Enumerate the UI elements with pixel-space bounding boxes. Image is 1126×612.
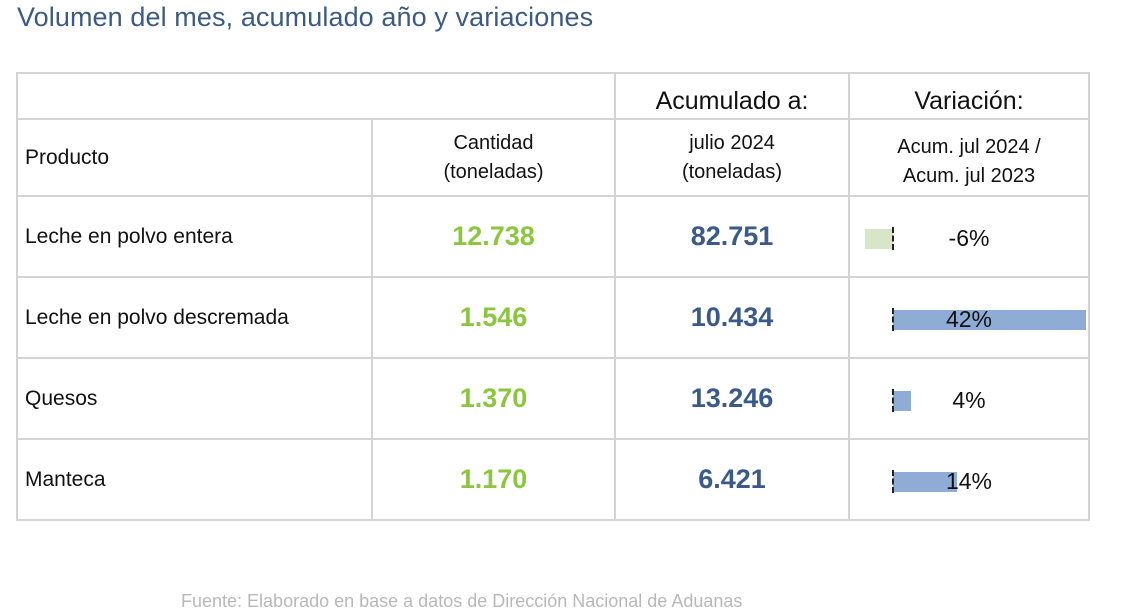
variation-label: 4% <box>952 387 986 413</box>
quantity-value: 1.170 <box>371 438 616 521</box>
variation-axis <box>892 389 896 412</box>
variation-axis <box>892 308 896 331</box>
variation-bar <box>865 229 893 249</box>
header-variation: Acum. jul 2024 / Acum. jul 2023 <box>848 118 1090 197</box>
header-row-bottom: Producto Cantidad (toneladas) julio 2024… <box>16 118 1090 197</box>
variation-axis <box>892 227 896 250</box>
product-name: Manteca <box>16 438 373 521</box>
variation-cell: 4% <box>848 357 1090 440</box>
table-row: Leche en polvo descremada 1.546 10.434 4… <box>16 276 1090 359</box>
quantity-value: 1.546 <box>371 276 616 359</box>
variation-bar <box>893 391 912 411</box>
product-name: Leche en polvo entera <box>16 195 373 278</box>
variation-axis <box>892 470 896 493</box>
header-product: Producto <box>16 118 373 197</box>
variation-cell: 42% <box>848 276 1090 359</box>
header-variation-line2: Acum. jul 2023 <box>902 164 1036 187</box>
variation-bar <box>893 310 1087 330</box>
header-quantity-line2: (toneladas) <box>443 160 544 183</box>
variation-label: 42% <box>945 306 993 332</box>
header-accumulated-title: Acumulado a: <box>614 72 850 120</box>
header-blank-cell <box>16 72 616 120</box>
quantity-value: 12.738 <box>371 195 616 278</box>
header-quantity: Cantidad (toneladas) <box>371 118 616 197</box>
table-row: Leche en polvo entera 12.738 82.751 -6% <box>16 195 1090 278</box>
header-accumulated-line1: julio 2024 <box>689 131 775 154</box>
accumulated-value: 6.421 <box>614 438 850 521</box>
header-quantity-line1: Cantidad <box>453 131 534 154</box>
variation-cell: -6% <box>848 195 1090 278</box>
accumulated-value: 82.751 <box>614 195 850 278</box>
volume-table: Acumulado a: Variación: Producto Cantida… <box>16 72 1090 521</box>
header-variation-title: Variación: <box>848 72 1090 120</box>
variation-cell: 14% <box>848 438 1090 521</box>
product-name: Quesos <box>16 357 373 440</box>
product-name: Leche en polvo descremada <box>16 276 373 359</box>
page-title: Volumen del mes, acumulado año y variaci… <box>17 2 594 32</box>
variation-label: 14% <box>945 468 993 494</box>
accumulated-value: 10.434 <box>614 276 850 359</box>
header-accumulated-line2: (toneladas) <box>681 160 783 183</box>
table-row: Quesos 1.370 13.246 4% <box>16 357 1090 440</box>
source-note: Fuente: Elaborado en base a datos de Dir… <box>181 591 743 611</box>
variation-bar <box>893 472 958 492</box>
accumulated-value: 13.246 <box>614 357 850 440</box>
header-row-top: Acumulado a: Variación: <box>16 72 1090 120</box>
variation-label: -6% <box>948 225 990 251</box>
header-variation-line1: Acum. jul 2024 / <box>897 135 1041 158</box>
table-row: Manteca 1.170 6.421 14% <box>16 438 1090 521</box>
quantity-value: 1.370 <box>371 357 616 440</box>
header-accumulated: julio 2024 (toneladas) <box>614 118 850 197</box>
